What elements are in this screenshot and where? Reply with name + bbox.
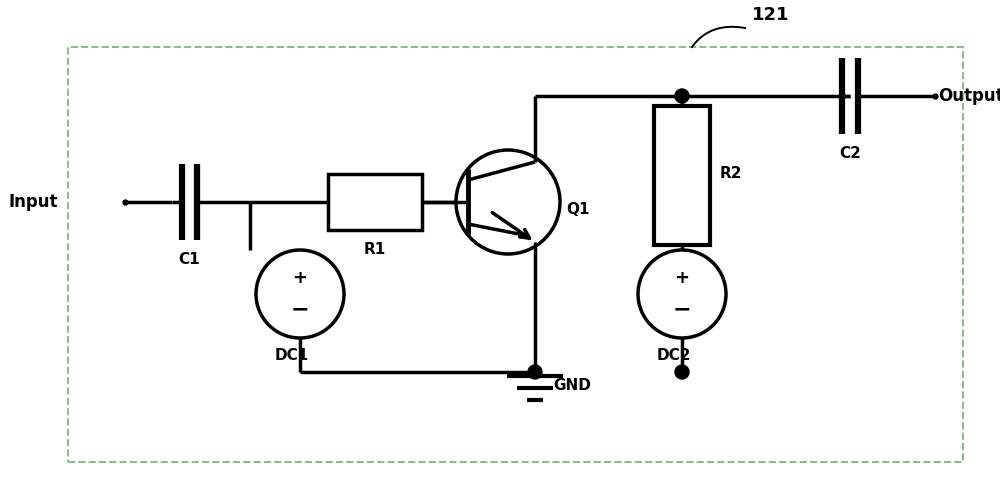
- Text: 121: 121: [752, 6, 790, 24]
- Text: −: −: [673, 299, 691, 319]
- Text: Input: Input: [8, 193, 58, 211]
- Text: Q1: Q1: [566, 202, 589, 217]
- Text: +: +: [292, 269, 308, 287]
- Text: −: −: [291, 299, 309, 319]
- Text: DC1: DC1: [275, 348, 309, 363]
- Circle shape: [675, 365, 689, 379]
- Text: +: +: [674, 269, 690, 287]
- Bar: [68, 47, 963, 462]
- Text: R1: R1: [364, 242, 386, 257]
- Circle shape: [528, 365, 542, 379]
- Text: Output: Output: [938, 87, 1000, 105]
- Bar: [654, 106, 710, 245]
- Text: GND: GND: [553, 378, 591, 393]
- Circle shape: [675, 89, 689, 103]
- Text: R2: R2: [720, 166, 742, 181]
- Text: C2: C2: [839, 146, 861, 161]
- Text: DC2: DC2: [657, 348, 691, 363]
- Text: C1: C1: [179, 252, 200, 267]
- Bar: [328, 174, 422, 230]
